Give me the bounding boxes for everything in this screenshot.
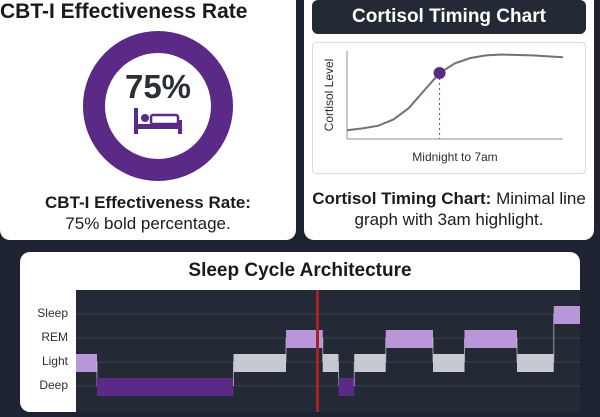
cortisol-svg: Midnight to 7am Cortisol Level (322, 51, 564, 164)
cortisol-title: Cortisol Timing Chart (312, 0, 586, 34)
sleep-title: Sleep Cycle Architecture (188, 260, 412, 281)
sleep-card: Sleep Cycle Architecture Sleep REM Light De… (20, 252, 580, 412)
gauge-ring (83, 31, 233, 181)
sleep-segment (433, 354, 465, 372)
sleep-chart (76, 290, 580, 412)
cortisol-xlabel: Midnight to 7am (412, 150, 497, 164)
sleep-stage-label: Light (41, 354, 68, 368)
cortisol-ylabel: Cortisol Level (322, 59, 336, 132)
effectiveness-caption-bold: CBT-I Effectiveness Rate: (45, 193, 251, 212)
sleep-segment (354, 354, 386, 372)
sleep-segment (553, 306, 580, 324)
cortisol-caption: Cortisol Timing Chart: Minimal line grap… (304, 188, 594, 230)
cortisol-chart: Midnight to 7am Cortisol Level (312, 42, 586, 174)
gauge-fill (83, 31, 233, 181)
sleep-segment (233, 354, 286, 372)
sleep-segment (97, 378, 234, 396)
effectiveness-percent: 75% (124, 68, 192, 105)
effectiveness-caption-rest: 75% bold percentage. (65, 214, 231, 233)
cortisol-card: Cortisol Timing Chart Midnight to 7am Cor… (304, 0, 594, 240)
cortisol-caption-bold: Cortisol Timing Chart: (312, 189, 492, 208)
cortisol-highlight-point (433, 67, 446, 79)
sleep-segment (338, 378, 355, 396)
effectiveness-title: CBT-I Effectiveness Rate (0, 0, 248, 23)
bed-icon (134, 108, 182, 134)
sleep-segment (286, 330, 323, 348)
cortisol-caption-rest: Minimal line graph with 3am highlight. (354, 189, 586, 229)
effectiveness-card: CBT-I Effectiveness Rate 75% CBT-I Effec… (0, 0, 296, 240)
effectiveness-gauge: 75% (80, 28, 236, 184)
sleep-segment (76, 354, 97, 372)
sleep-stage-label: Sleep (37, 306, 68, 320)
sleep-segment (464, 330, 517, 348)
sleep-stage-label: Deep (39, 378, 68, 392)
sleep-segment (322, 354, 339, 372)
sleep-segment (517, 354, 554, 372)
sleep-segment (385, 330, 433, 348)
cortisol-series-line (346, 53, 564, 132)
sleep-stage-label: REM (41, 330, 68, 344)
sleep-svg (76, 290, 580, 412)
effectiveness-caption: CBT-I Effectiveness Rate: 75% bold perce… (0, 192, 296, 234)
